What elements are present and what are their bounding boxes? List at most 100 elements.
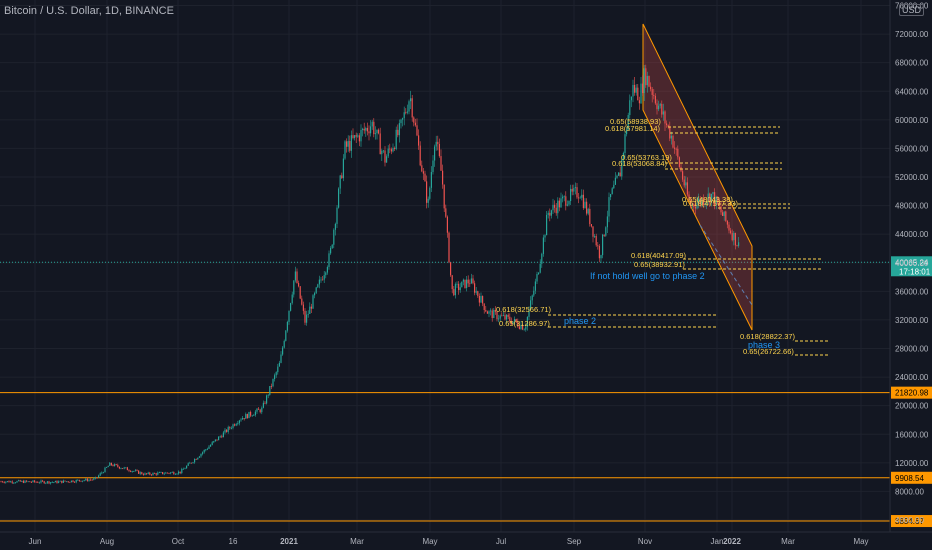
- candle-body: [259, 409, 261, 413]
- fib-levels[interactable]: 0.65(58938.93)0.618(57981.14) 0.65(53763.…: [496, 117, 828, 356]
- candle-body: [502, 315, 504, 316]
- candle-body: [16, 481, 18, 483]
- candle-body: [586, 201, 588, 214]
- candle-body: [648, 76, 650, 87]
- candle-body: [427, 198, 429, 203]
- candle-body: [554, 204, 556, 208]
- candle-body: [669, 126, 671, 139]
- candle-body: [448, 232, 450, 263]
- candle-body: [149, 472, 151, 475]
- candle-body: [594, 236, 596, 237]
- candle-body: [250, 411, 252, 416]
- candle-body: [27, 481, 29, 483]
- candle-body: [170, 472, 172, 474]
- candle-body: [67, 481, 69, 483]
- candle-body: [110, 462, 112, 466]
- candle-body: [645, 68, 647, 86]
- candle-body: [139, 472, 141, 474]
- candle-body: [574, 187, 576, 189]
- candle-body: [248, 411, 250, 419]
- candle-body: [410, 98, 412, 102]
- candle-body: [272, 379, 274, 387]
- candle-body: [549, 212, 551, 216]
- candle-body: [90, 479, 92, 481]
- price-tick-label: 72000.00: [895, 30, 929, 39]
- candle-body: [8, 481, 10, 483]
- currency-button[interactable]: USD: [898, 4, 924, 16]
- candle-body: [555, 207, 557, 214]
- level-tag-label: 3854.67: [895, 517, 924, 526]
- candle-body: [120, 468, 122, 470]
- candle-body: [590, 224, 592, 227]
- fib-level-label: 0.618(40417.09): [631, 251, 687, 260]
- phase2-label: phase 2: [564, 316, 596, 326]
- candle-body: [19, 480, 21, 482]
- candle-body: [314, 293, 316, 296]
- candle-body: [59, 480, 61, 482]
- candle-body: [534, 281, 536, 291]
- candle-body: [216, 439, 218, 441]
- candle-body: [690, 200, 692, 207]
- candle-body: [704, 203, 706, 206]
- candle-body: [600, 255, 602, 259]
- candle-body: [659, 103, 661, 106]
- level-tag: [891, 471, 932, 484]
- candle-body: [5, 481, 7, 483]
- candle-body: [10, 481, 12, 483]
- candle-body: [710, 193, 712, 203]
- candle-body: [579, 197, 581, 199]
- candle-body: [392, 148, 394, 152]
- candle-body: [384, 150, 386, 163]
- candle-body: [376, 129, 378, 134]
- fib-level-label: 0.65(31286.97): [499, 319, 550, 328]
- candle-body: [618, 172, 620, 176]
- candle-body: [70, 480, 72, 483]
- candle-body: [450, 262, 452, 276]
- candle-body: [66, 481, 68, 483]
- candle-body: [349, 140, 351, 151]
- candle-body: [507, 314, 509, 317]
- candle-body: [267, 394, 269, 396]
- candle-body: [646, 76, 648, 86]
- candle-body: [157, 472, 159, 475]
- candle-body: [408, 101, 410, 112]
- candle-body: [728, 224, 730, 231]
- candle-body: [694, 206, 696, 209]
- candle-body: [310, 306, 312, 309]
- candle-body: [118, 466, 120, 469]
- candle-body: [730, 230, 732, 234]
- candle-body: [32, 480, 34, 483]
- price-axis[interactable]: 76000.00 72000.00 68000.00 64000.00 60000.00…: [895, 2, 929, 526]
- fib-level-label: 0.65(38932.91): [634, 260, 685, 269]
- price-tick-label: 48000.00: [895, 202, 929, 211]
- candle-body: [397, 129, 399, 136]
- candle-body: [501, 315, 503, 317]
- descending-channel[interactable]: [642, 23, 753, 331]
- candle-body: [246, 414, 248, 419]
- level-tag: [891, 386, 932, 399]
- candle-body: [197, 457, 199, 460]
- candle-body: [403, 112, 405, 119]
- candle-body: [698, 198, 700, 203]
- candle-body: [186, 465, 188, 469]
- candle-body: [94, 477, 96, 479]
- time-axis[interactable]: Jun Aug Oct 16 2021 Mar May Jul Sep Nov Jan 2022 Mar…: [0, 531, 932, 546]
- candle-body: [282, 347, 284, 355]
- candle-body: [125, 467, 127, 469]
- candle-body: [370, 126, 372, 134]
- candle-body: [525, 326, 527, 330]
- candle-body: [734, 232, 736, 246]
- candle-body: [538, 272, 540, 275]
- candle-body: [510, 321, 512, 325]
- candle-body: [173, 472, 175, 475]
- candle-body: [496, 311, 498, 320]
- candle-body: [11, 481, 13, 483]
- candle-body: [696, 202, 698, 209]
- candle-body: [258, 408, 260, 410]
- candle-body: [203, 449, 205, 453]
- candle-body: [77, 479, 79, 481]
- phase2-note: If not hold well go to phase 2: [590, 271, 705, 281]
- candle-body: [242, 418, 244, 420]
- fib-level-label: 0.65(48043.38): [682, 195, 733, 204]
